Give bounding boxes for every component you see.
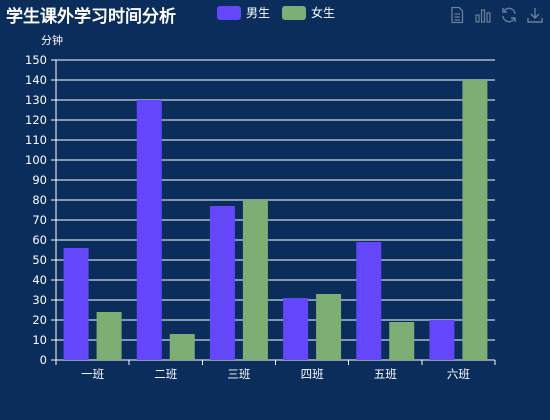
bar [169, 334, 195, 360]
y-tick-label: 30 [32, 293, 47, 307]
y-tick-label: 80 [32, 193, 47, 207]
x-tick-label: 四班 [301, 367, 324, 381]
x-tick-label: 一班 [81, 367, 104, 381]
bar [96, 312, 122, 360]
y-tick-label: 110 [25, 133, 47, 147]
y-tick-label: 50 [32, 253, 47, 267]
bar [429, 320, 455, 360]
y-tick-label: 100 [25, 153, 47, 167]
legend-swatch-boys [217, 5, 241, 20]
legend-item-girls[interactable]: 女生 [282, 4, 335, 21]
y-tick-label: 150 [25, 53, 47, 67]
y-tick-label: 20 [32, 313, 47, 327]
bar [136, 100, 162, 360]
bar [462, 80, 488, 360]
chart-title: 学生课外学习时间分析 [6, 7, 176, 27]
y-tick-label: 140 [25, 73, 47, 87]
data-view-icon[interactable] [448, 6, 466, 24]
y-tick-label: 120 [25, 113, 47, 127]
y-axis-name: 分钟 [41, 34, 63, 47]
x-tick-label: 二班 [154, 367, 177, 381]
legend-swatch-girls [282, 5, 307, 20]
legend: 男生 女生 [217, 4, 335, 21]
x-tick-label: 三班 [227, 367, 250, 381]
y-tick-label: 40 [32, 273, 47, 287]
y-tick-label: 10 [32, 333, 47, 347]
bar [242, 200, 268, 360]
x-tick-label: 五班 [374, 367, 397, 381]
bar [63, 248, 89, 360]
y-tick-label: 90 [32, 173, 47, 187]
bar [389, 322, 415, 360]
y-tick-label: 70 [32, 213, 47, 227]
y-tick-label: 0 [40, 353, 47, 367]
bar [316, 294, 342, 360]
legend-label-boys: 男生 [246, 6, 271, 20]
y-tick-label: 60 [32, 233, 47, 247]
bar [209, 206, 235, 360]
legend-label-girls: 女生 [311, 6, 336, 20]
x-tick-label: 六班 [447, 367, 470, 381]
legend-item-boys[interactable]: 男生 [217, 4, 270, 21]
bar [356, 242, 382, 360]
bar-chart-icon[interactable] [474, 6, 492, 24]
refresh-icon[interactable] [500, 6, 518, 24]
toolbox [448, 6, 544, 24]
y-tick-label: 130 [25, 93, 47, 107]
bar [283, 298, 309, 360]
download-icon[interactable] [526, 6, 544, 24]
